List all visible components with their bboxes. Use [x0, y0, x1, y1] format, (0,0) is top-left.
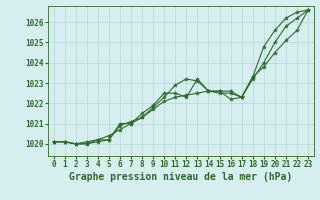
- X-axis label: Graphe pression niveau de la mer (hPa): Graphe pression niveau de la mer (hPa): [69, 172, 292, 182]
